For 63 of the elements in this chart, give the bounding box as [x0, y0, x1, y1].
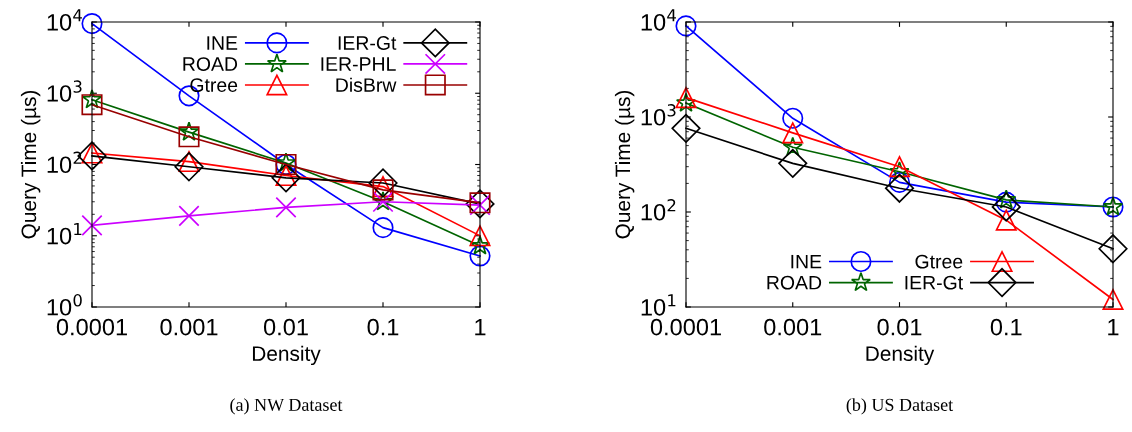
x-tick-label: 1	[475, 318, 486, 336]
point	[995, 209, 1017, 231]
text: (a) NW Dataset	[230, 398, 343, 415]
text: (b) US Dataset	[846, 398, 954, 415]
point	[778, 148, 808, 178]
y-tick-label: 10$^{0}$	[47, 294, 82, 316]
y-tick-label: 10$^{4}$	[47, 9, 82, 31]
y-axis-title: Query Time (µs)	[20, 90, 41, 239]
x-tick-label: 1	[1108, 318, 1119, 336]
point	[275, 196, 297, 218]
point	[469, 225, 491, 247]
point	[675, 15, 697, 37]
legend-label: IER-Gt	[338, 36, 397, 50]
point	[884, 173, 915, 203]
point	[368, 168, 398, 198]
y-axis-title: Query Time (µs)	[614, 90, 635, 239]
x-axis-title: Density	[866, 345, 935, 366]
point	[81, 89, 103, 109]
point	[178, 126, 200, 148]
point	[889, 161, 910, 181]
point	[174, 152, 204, 182]
legend-label: INE	[207, 36, 238, 50]
legend-label: ROAD	[767, 275, 822, 290]
y-tick-label: 10$^{3}$	[641, 104, 676, 126]
point	[372, 217, 394, 239]
point	[675, 92, 697, 112]
legend-label: INE	[791, 254, 822, 269]
x-tick-label: 0.0001	[56, 318, 127, 336]
x-tick-label: 0.1	[990, 318, 1022, 336]
y-tick-label: 10$^{4}$	[641, 9, 676, 31]
point	[991, 192, 1021, 222]
point	[271, 163, 301, 193]
y-tick-label: 10$^{2}$	[641, 199, 676, 221]
x-tick-label: 0.001	[764, 318, 822, 336]
legend-label: IER-Gt	[905, 275, 963, 290]
point	[469, 235, 491, 255]
point	[1098, 234, 1128, 264]
legend-label: IER-PHL	[321, 57, 396, 71]
x-tick-label: 0.01	[877, 318, 922, 336]
legend-label: Gtree	[915, 254, 963, 269]
x-axis-title: Density	[252, 345, 321, 366]
point	[81, 13, 103, 35]
legend-label: Gtree	[190, 78, 238, 92]
point	[782, 136, 803, 156]
y-tick-label: 10$^{1}$	[47, 223, 82, 245]
x-tick-label: 0.01	[263, 318, 308, 336]
legend-label: DisBrw	[336, 77, 397, 92]
point	[469, 245, 491, 267]
x-tick-label: 0.001	[160, 318, 218, 336]
point	[782, 122, 804, 144]
x-tick-label: 0.0001	[650, 318, 721, 336]
legend-label: ROAD	[183, 57, 238, 71]
point	[782, 107, 804, 129]
y-tick-label: 10$^{3}$	[47, 80, 82, 102]
point	[888, 156, 911, 178]
point	[81, 94, 103, 116]
point	[81, 214, 103, 236]
point	[1102, 288, 1124, 311]
x-tick-label: 0.1	[367, 318, 399, 336]
point	[675, 87, 697, 109]
y-tick-label: 10$^{1}$	[641, 294, 676, 316]
point	[178, 205, 200, 227]
point	[178, 121, 200, 141]
